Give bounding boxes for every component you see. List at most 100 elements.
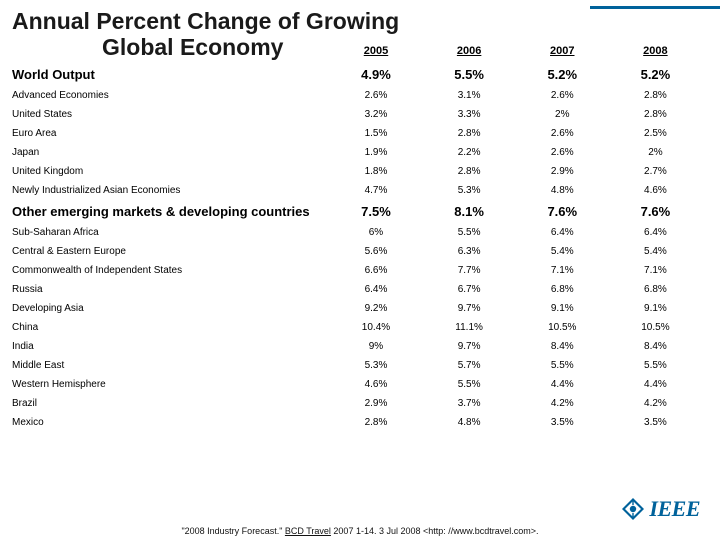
row-value: 6.4% (329, 280, 422, 299)
header-year: 2005 (329, 37, 422, 63)
row-value: 5.7% (423, 356, 516, 375)
table-row: Commonwealth of Independent States6.6%7.… (12, 261, 702, 280)
row-label: Middle East (12, 356, 329, 375)
table-row: Developing Asia9.2%9.7%9.1%9.1% (12, 299, 702, 318)
footer-prefix: "2008 Industry Forecast." (181, 526, 284, 536)
row-value: 6.4% (516, 223, 609, 242)
row-value: 6.8% (609, 280, 702, 299)
table-row: Mexico2.8%4.8%3.5%3.5% (12, 413, 702, 432)
footer-suffix: 2007 1-14. 3 Jul 2008 <http: //www.bcdtr… (331, 526, 539, 536)
row-value: 2.6% (516, 86, 609, 105)
row-label: Newly Industrialized Asian Economies (12, 181, 329, 200)
row-value: 2.6% (516, 143, 609, 162)
row-value: 2.7% (609, 162, 702, 181)
row-value: 7.6% (609, 200, 702, 223)
row-value: 5.2% (516, 63, 609, 86)
table-row: Brazil2.9%3.7%4.2%4.2% (12, 394, 702, 413)
row-label: India (12, 337, 329, 356)
row-value: 4.4% (516, 375, 609, 394)
table-row: United Kingdom1.8%2.8%2.9%2.7% (12, 162, 702, 181)
row-value: 5.5% (609, 356, 702, 375)
row-value: 11.1% (423, 318, 516, 337)
ieee-logo-icon (621, 497, 645, 521)
row-value: 7.1% (609, 261, 702, 280)
row-value: 6.3% (423, 242, 516, 261)
row-label: World Output (12, 63, 329, 86)
row-value: 4.8% (516, 181, 609, 200)
table-row: Middle East5.3%5.7%5.5%5.5% (12, 356, 702, 375)
row-value: 2.6% (329, 86, 422, 105)
row-value: 7.7% (423, 261, 516, 280)
table-row: India9%9.7%8.4%8.4% (12, 337, 702, 356)
table-row: Russia6.4%6.7%6.8%6.8% (12, 280, 702, 299)
row-value: 8.4% (609, 337, 702, 356)
row-value: 2.9% (516, 162, 609, 181)
row-label: Other emerging markets & developing coun… (12, 200, 329, 223)
data-table: 2005 2006 2007 2008 World Output4.9%5.5%… (12, 37, 702, 432)
row-label: China (12, 318, 329, 337)
row-label: Commonwealth of Independent States (12, 261, 329, 280)
row-value: 1.9% (329, 143, 422, 162)
row-value: 6.8% (516, 280, 609, 299)
row-value: 2.9% (329, 394, 422, 413)
row-value: 5.4% (609, 242, 702, 261)
row-value: 10.4% (329, 318, 422, 337)
row-label: Developing Asia (12, 299, 329, 318)
row-value: 2% (609, 143, 702, 162)
table-row: Central & Eastern Europe5.6%6.3%5.4%5.4% (12, 242, 702, 261)
row-value: 5.6% (329, 242, 422, 261)
ieee-logo-text: IEEE (649, 496, 700, 522)
row-value: 6.4% (609, 223, 702, 242)
row-value: 2.8% (609, 105, 702, 124)
row-value: 6% (329, 223, 422, 242)
row-value: 4.2% (609, 394, 702, 413)
row-value: 9.1% (516, 299, 609, 318)
row-value: 8.1% (423, 200, 516, 223)
row-label: Russia (12, 280, 329, 299)
ieee-logo: IEEE (621, 496, 700, 522)
row-value: 2.8% (423, 124, 516, 143)
row-value: 7.6% (516, 200, 609, 223)
table-row: Newly Industrialized Asian Economies4.7%… (12, 181, 702, 200)
row-value: 2.8% (609, 86, 702, 105)
row-value: 9.7% (423, 337, 516, 356)
row-value: 10.5% (609, 318, 702, 337)
row-label: Euro Area (12, 124, 329, 143)
table-row: Euro Area1.5%2.8%2.6%2.5% (12, 124, 702, 143)
row-value: 4.2% (516, 394, 609, 413)
row-value: 1.5% (329, 124, 422, 143)
row-value: 3.7% (423, 394, 516, 413)
row-label: United Kingdom (12, 162, 329, 181)
table-row: Japan1.9%2.2%2.6%2% (12, 143, 702, 162)
row-value: 9.2% (329, 299, 422, 318)
table-row: World Output4.9%5.5%5.2%5.2% (12, 63, 702, 86)
title-line-2: Global Economy (12, 34, 283, 60)
table-row: United States3.2%3.3%2%2.8% (12, 105, 702, 124)
row-value: 5.4% (516, 242, 609, 261)
header-year: 2007 (516, 37, 609, 63)
row-value: 4.7% (329, 181, 422, 200)
row-value: 4.9% (329, 63, 422, 86)
row-value: 5.3% (423, 181, 516, 200)
row-value: 9.7% (423, 299, 516, 318)
row-label: Western Hemisphere (12, 375, 329, 394)
row-value: 5.5% (423, 223, 516, 242)
row-value: 5.3% (329, 356, 422, 375)
row-value: 4.6% (329, 375, 422, 394)
row-label: Central & Eastern Europe (12, 242, 329, 261)
row-value: 10.5% (516, 318, 609, 337)
row-value: 2.8% (329, 413, 422, 432)
row-label: Japan (12, 143, 329, 162)
row-value: 5.5% (423, 63, 516, 86)
row-value: 2.5% (609, 124, 702, 143)
row-value: 6.7% (423, 280, 516, 299)
title-line-1: Annual Percent Change of Growing (12, 8, 399, 34)
row-value: 7.5% (329, 200, 422, 223)
row-value: 2.8% (423, 162, 516, 181)
row-value: 1.8% (329, 162, 422, 181)
citation-footer: "2008 Industry Forecast." BCD Travel 200… (0, 526, 720, 536)
row-value: 9% (329, 337, 422, 356)
row-label: United States (12, 105, 329, 124)
row-value: 3.5% (516, 413, 609, 432)
row-value: 2.2% (423, 143, 516, 162)
